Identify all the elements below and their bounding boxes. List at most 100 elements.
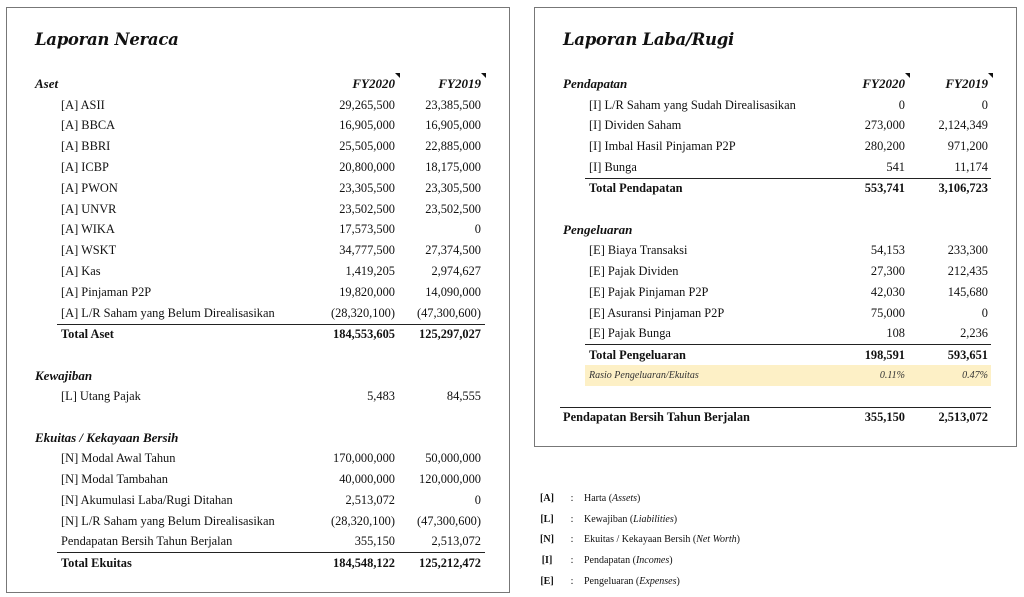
table-row: [A] Kas 1,419,205 2,974,627 (35, 261, 485, 282)
value-fy2019: 2,974,627 (395, 264, 481, 279)
value-text: 23,502,500 (339, 201, 395, 216)
balance-sheet-panel: Laporan Neraca Aset FY2020 FY2019 [A] ASII 2… (6, 7, 510, 593)
value-fy2020: 17,573,500 (293, 222, 395, 237)
value-text: 27,374,500 (425, 243, 481, 258)
total-row: Pendapatan Bersih Tahun Berjalan 355,150 2… (560, 406, 991, 428)
value-text: 971,200 (947, 139, 988, 154)
section-header: Ekuitas / Kekayaan Bersih (35, 428, 485, 449)
value-text: 2,513,072 (431, 534, 481, 549)
column-header-fy2020: FY2020 (352, 73, 400, 92)
section-header: Kewajiban (35, 365, 485, 386)
value-text: 2,513,072 (938, 410, 988, 425)
row-label: Rasio Pengeluaran/Ekuitas (589, 370, 699, 382)
legend-text: Harta ( (584, 492, 613, 504)
value-text: 0.47% (962, 370, 988, 382)
value-fy2020: 5,483 (293, 389, 395, 404)
value-fy2019: 23,385,500 (395, 98, 481, 113)
value-text: 553,741 (864, 181, 905, 196)
value-text: 355,150 (354, 534, 395, 549)
legend-code: [N] (540, 534, 554, 546)
income-statement-panel: Laporan Laba/Rugi Pendapatan FY2020 FY2019… (534, 7, 1017, 447)
table-row: [A] ICBP 20,800,000 18,175,000 (35, 157, 485, 178)
legend-item: [I]: Pendapatan (Incomes) (534, 550, 740, 571)
value-fy2019: 593,651 (905, 348, 988, 363)
value-text: 29,265,500 (339, 97, 395, 112)
row-label: [I] Bunga (589, 160, 637, 175)
ratio-row: Rasio Pengeluaran/Ekuitas 0.11% 0.47% (585, 365, 991, 386)
value-fy2019: 125,297,027 (395, 327, 481, 342)
value-text: 198,591 (864, 347, 905, 362)
legend-item: [E]: Pengeluaran (Expenses) (534, 571, 740, 592)
value-fy2019: 0 (395, 493, 481, 508)
table-row: [A] WSKT 34,777,500 27,374,500 (35, 240, 485, 261)
table-row: [I] Bunga 541 11,174 (563, 157, 991, 178)
section-header: Pendapatan FY2020 FY2019 (563, 73, 993, 95)
value-text: 0 (474, 222, 481, 237)
total-row: Total Pendapatan 553,741 3,106,723 (585, 177, 991, 199)
table-row: [I] L/R Saham yang Sudah Direalisasikan 0… (563, 95, 991, 116)
value-text: (28,320,100) (330, 305, 395, 320)
legend-english: Expenses (639, 576, 677, 588)
value-fy2019: 11,174 (905, 160, 988, 175)
table-row: [N] L/R Saham yang Belum Direalisasikan (… (35, 511, 485, 532)
spacer-row (35, 407, 485, 428)
value-fy2020: 170,000,000 (293, 451, 395, 466)
value-fy2020: 23,305,500 (293, 181, 395, 196)
value-fy2019: 14,090,000 (395, 285, 481, 300)
value-text: 1,419,205 (345, 264, 395, 279)
value-fy2020: FY2020 (812, 73, 910, 92)
value-fy2019: (47,300,600) (395, 306, 481, 321)
legend-text: Ekuitas / Kekayaan Bersih ( (584, 534, 697, 546)
row-label: [I] L/R Saham yang Sudah Direalisasikan (589, 97, 796, 112)
legend-description: Kewajiban (Liabilities) (584, 514, 677, 525)
value-fy2020: 184,553,605 (293, 327, 395, 342)
table-row: [A] Pinjaman P2P 19,820,000 14,090,000 (35, 282, 485, 303)
value-text: 18,175,000 (425, 160, 481, 175)
value-fy2019: 27,374,500 (395, 243, 481, 258)
value-text: 2,513,072 (345, 492, 395, 507)
balance-sheet-title: Laporan Neraca (35, 30, 179, 49)
row-label: [A] PWON (61, 180, 118, 195)
value-text: 27,300 (870, 264, 905, 279)
value-fy2020: 42,030 (812, 285, 905, 300)
legend-text: Kewajiban ( (584, 513, 634, 525)
value-fy2019: 145,680 (905, 285, 988, 300)
value-fy2020: (28,320,100) (293, 306, 395, 321)
row-label: [A] BBRI (61, 139, 111, 154)
row-label: Aset (35, 76, 59, 92)
table-row: [E] Biaya Transaksi 54,153 233,300 (563, 240, 991, 261)
value-text: 22,885,000 (425, 139, 481, 154)
value-fy2019: FY2019 (905, 73, 993, 92)
value-text: 25,505,000 (339, 139, 395, 154)
row-label: [A] WIKA (61, 222, 115, 237)
value-text: 125,212,472 (419, 555, 481, 570)
legend-separator: : (570, 555, 574, 567)
value-text: 42,030 (870, 284, 905, 299)
value-fy2020: 184,548,122 (293, 556, 395, 571)
row-label: [I] Imbal Hasil Pinjaman P2P (589, 139, 736, 154)
value-fy2019: 0 (905, 306, 988, 321)
row-label: Kewajiban (35, 367, 93, 383)
value-fy2020: FY2020 (293, 73, 400, 92)
table-row: [L] Utang Pajak 5,483 84,555 (35, 386, 485, 407)
value-fy2019: (47,300,600) (395, 514, 481, 529)
legend-code: [I] (541, 555, 553, 567)
value-text: 593,651 (947, 347, 988, 362)
table-row: [A] L/R Saham yang Belum Direalisasikan (… (35, 303, 485, 324)
value-fy2020: 54,153 (812, 243, 905, 258)
legend-item: [N]: Ekuitas / Kekayaan Bersih (Net Worth… (534, 530, 740, 551)
legend-description: Harta (Assets) (584, 493, 640, 504)
value-fy2020: 16,905,000 (293, 118, 395, 133)
row-label: Total Ekuitas (61, 555, 132, 570)
row-label: [N] Modal Awal Tahun (61, 451, 176, 466)
value-text: 23,305,500 (339, 180, 395, 195)
legend-description: Pendapatan (Incomes) (584, 555, 673, 566)
row-label: [A] Pinjaman P2P (61, 284, 152, 299)
legend-code: [A] (540, 492, 554, 504)
legend-english: Incomes (635, 555, 670, 567)
value-text: 34,777,500 (339, 243, 395, 258)
table-row: [I] Imbal Hasil Pinjaman P2P 280,200 971,2… (563, 136, 991, 157)
value-text: 0 (981, 305, 988, 320)
legend-english: Liabilities (633, 513, 674, 525)
legend-code: [E] (540, 576, 554, 588)
